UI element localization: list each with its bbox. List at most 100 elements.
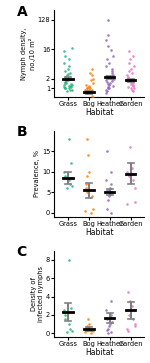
Point (86, 173, 88, 179)
Point (128, 173, 130, 179)
X-axis label: Habitat: Habitat (85, 348, 114, 358)
Point (106, 148, 108, 154)
Point (110, 298, 112, 304)
Point (70, 305, 72, 310)
Point (64, 312, 66, 318)
Point (68, 136, 70, 142)
Point (66, 185, 68, 191)
Point (126, 289, 129, 295)
Point (65, 76, 68, 81)
Point (66, 329, 68, 335)
Point (131, 83, 134, 89)
Point (105, 307, 107, 313)
Point (105, 90, 108, 96)
Point (111, 72, 114, 78)
Point (68, 85, 70, 91)
Point (88, 321, 90, 327)
Point (107, 84, 109, 90)
Point (111, 319, 113, 325)
Point (107, 85, 110, 91)
Point (67, 77, 69, 83)
Point (64, 317, 66, 322)
Point (111, 83, 114, 89)
Point (87, 89, 90, 94)
Point (105, 37, 107, 43)
Point (126, 84, 129, 90)
Point (70, 81, 72, 86)
Point (130, 66, 132, 72)
Point (105, 56, 108, 62)
Point (68, 63, 70, 69)
Text: B: B (16, 125, 27, 139)
Point (64, 80, 67, 86)
Point (106, 317, 109, 322)
Point (86, 136, 88, 142)
Point (64, 175, 66, 181)
Point (64, 173, 66, 179)
Point (84, 87, 86, 93)
Point (128, 312, 130, 318)
Point (70, 183, 73, 189)
Point (69, 326, 71, 331)
Point (108, 323, 110, 329)
Point (85, 82, 87, 87)
Point (110, 210, 112, 216)
Point (65, 74, 68, 79)
Point (88, 84, 90, 90)
Point (88, 169, 90, 175)
Point (71, 82, 73, 87)
Point (108, 191, 111, 197)
X-axis label: Habitat: Habitat (85, 108, 114, 117)
Point (106, 74, 109, 80)
Point (68, 257, 70, 263)
Point (70, 160, 72, 166)
Point (110, 312, 112, 318)
Point (92, 80, 94, 86)
Point (126, 74, 129, 80)
Point (63, 82, 65, 87)
Point (91, 76, 94, 81)
Point (87, 317, 90, 322)
Point (107, 17, 110, 23)
Point (130, 81, 133, 86)
Point (109, 314, 111, 319)
Point (107, 32, 110, 37)
Point (84, 329, 86, 335)
Point (91, 327, 93, 333)
Point (70, 45, 73, 50)
Point (109, 185, 111, 191)
Point (66, 89, 68, 94)
Point (64, 85, 66, 91)
Point (129, 144, 132, 150)
Point (129, 298, 132, 304)
Point (86, 85, 88, 91)
Point (108, 85, 110, 91)
Point (68, 56, 70, 62)
Point (68, 177, 70, 183)
Point (131, 165, 134, 171)
Point (88, 87, 90, 93)
Point (63, 60, 65, 66)
Point (129, 77, 131, 83)
Point (87, 152, 90, 158)
Point (68, 75, 70, 81)
Point (86, 90, 88, 96)
Point (107, 197, 109, 203)
Point (132, 80, 134, 86)
Point (132, 177, 135, 183)
Point (128, 68, 130, 74)
Point (111, 76, 113, 81)
Point (92, 95, 94, 101)
Point (106, 79, 108, 85)
Point (126, 169, 129, 175)
Point (69, 181, 71, 187)
Point (84, 208, 86, 213)
Point (132, 53, 134, 59)
Point (130, 78, 132, 84)
Point (105, 77, 108, 83)
Point (107, 81, 109, 86)
Point (63, 169, 66, 175)
Point (132, 317, 135, 322)
Point (92, 206, 94, 212)
Point (68, 321, 70, 327)
